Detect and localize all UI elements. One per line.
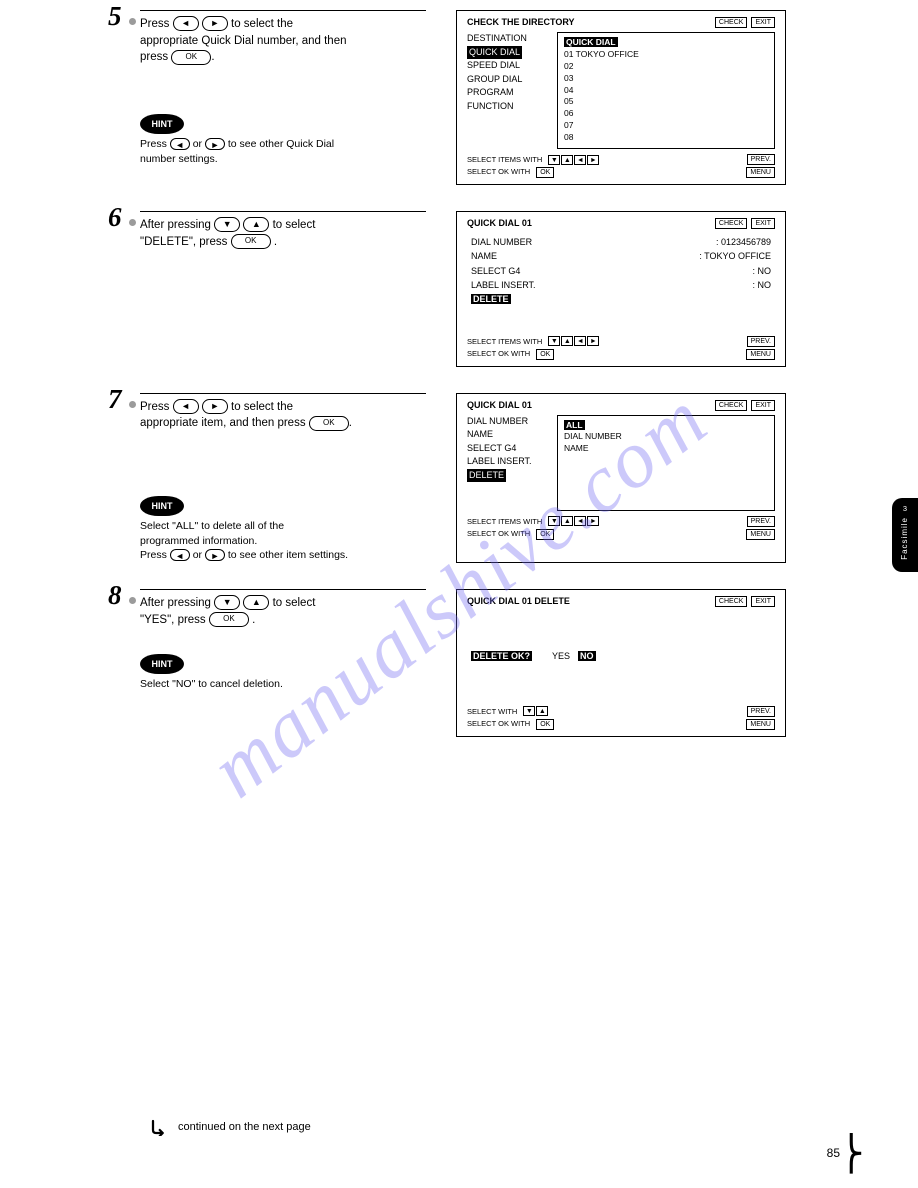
ok-key[interactable]: OK <box>171 50 211 65</box>
screen-sidebar: DIAL NUMBER NAME SELECT G4 LABEL INSERT.… <box>467 415 549 511</box>
ok-chip: OK <box>536 167 554 178</box>
step-instruction: After pressing ▼ ▲ to select "DELETE", p… <box>140 217 426 250</box>
up-arrow-key[interactable]: ▲ <box>243 595 269 610</box>
step-5: 5 Press ◄ ► to select the appropriate Qu… <box>140 10 858 185</box>
screen-diagram: QUICK DIAL 01 DELETE CHECK EXIT DELETE O… <box>456 589 786 737</box>
menu-chip: MENU <box>746 167 775 178</box>
footer: continued on the next page <box>150 1118 838 1136</box>
ok-key[interactable]: OK <box>209 612 249 627</box>
prev-chip: PREV. <box>747 154 775 165</box>
step-6: 6 After pressing ▼ ▲ to select "DELETE",… <box>140 211 858 367</box>
screen-panel: QUICK DIAL 01 TOKYO OFFICE 02 03 04 05 0… <box>557 32 775 149</box>
screen-list: DIAL NUMBER: 0123456789 NAME: TOKYO OFFI… <box>467 233 775 331</box>
screen-title: QUICK DIAL 01 DELETE <box>467 596 570 607</box>
screen-prompt: DELETE OK? YES NO <box>467 651 775 661</box>
hint-block: HINT Select "NO" to cancel deletion. <box>140 654 426 692</box>
screen-title: CHECK THE DIRECTORY <box>467 17 575 28</box>
ok-key[interactable]: OK <box>309 416 349 431</box>
step-number: 5 <box>108 1 122 32</box>
footer-text: continued on the next page <box>178 1121 311 1133</box>
hint-label: HINT <box>140 114 184 134</box>
step-number: 7 <box>108 384 122 415</box>
left-arrow-key[interactable]: ◄ <box>170 549 190 561</box>
exit-chip: EXIT <box>751 17 775 28</box>
step-bullet <box>129 401 136 408</box>
nav-keys-icon: ▼▲◄► <box>548 155 599 165</box>
section-tab-label: Facsimile <box>900 517 910 560</box>
step-instruction: Press ◄ ► to select the appropriate Quic… <box>140 16 426 66</box>
step-number: 6 <box>108 202 122 233</box>
right-arrow-key[interactable]: ► <box>205 138 225 150</box>
screen-diagram: CHECK THE DIRECTORY CHECK EXIT DESTINATI… <box>456 10 786 185</box>
hint-label: HINT <box>140 496 184 516</box>
left-arrow-key[interactable]: ◄ <box>170 138 190 150</box>
step-bullet <box>129 18 136 25</box>
screen-title: QUICK DIAL 01 <box>467 218 532 229</box>
hint-block: HINT Press ◄ or ► to see other Quick Dia… <box>140 114 426 166</box>
down-arrow-key[interactable]: ▼ <box>214 595 240 610</box>
check-chip: CHECK <box>715 17 748 28</box>
screen-title: QUICK DIAL 01 <box>467 400 532 411</box>
left-arrow-key[interactable]: ◄ <box>173 399 199 414</box>
up-arrow-key[interactable]: ▲ <box>243 217 269 232</box>
hint-block: HINT Select "ALL" to delete all of the p… <box>140 496 426 563</box>
section-tab-num: 3 <box>892 504 918 513</box>
left-arrow-key[interactable]: ◄ <box>173 16 199 31</box>
section-tab: 3 Facsimile <box>892 498 918 572</box>
step-7: 7 Press ◄ ► to select the appropriate it… <box>140 393 858 563</box>
step-instruction: Press ◄ ► to select the appropriate item… <box>140 399 426 432</box>
right-arrow-key[interactable]: ► <box>202 16 228 31</box>
right-arrow-key[interactable]: ► <box>202 399 228 414</box>
continue-arrow-icon <box>150 1118 168 1136</box>
screen-diagram: QUICK DIAL 01 CHECK EXIT DIAL NUMBER NAM… <box>456 393 786 563</box>
screen-diagram: QUICK DIAL 01 CHECK EXIT DIAL NUMBER: 01… <box>456 211 786 367</box>
screen-sidebar: DESTINATION QUICK DIAL SPEED DIAL GROUP … <box>467 32 549 149</box>
screen-panel: ALL DIAL NUMBER NAME <box>557 415 775 511</box>
ok-key[interactable]: OK <box>231 234 271 249</box>
step-number: 8 <box>108 580 122 611</box>
hint-label: HINT <box>140 654 184 674</box>
step-bullet <box>129 219 136 226</box>
step-bullet <box>129 597 136 604</box>
step-instruction: After pressing ▼ ▲ to select "YES", pres… <box>140 595 426 628</box>
right-arrow-key[interactable]: ► <box>205 549 225 561</box>
page-edge-decoration: ⎬ <box>839 1134 865 1174</box>
step-8: 8 After pressing ▼ ▲ to select "YES", pr… <box>140 589 858 737</box>
down-arrow-key[interactable]: ▼ <box>214 217 240 232</box>
